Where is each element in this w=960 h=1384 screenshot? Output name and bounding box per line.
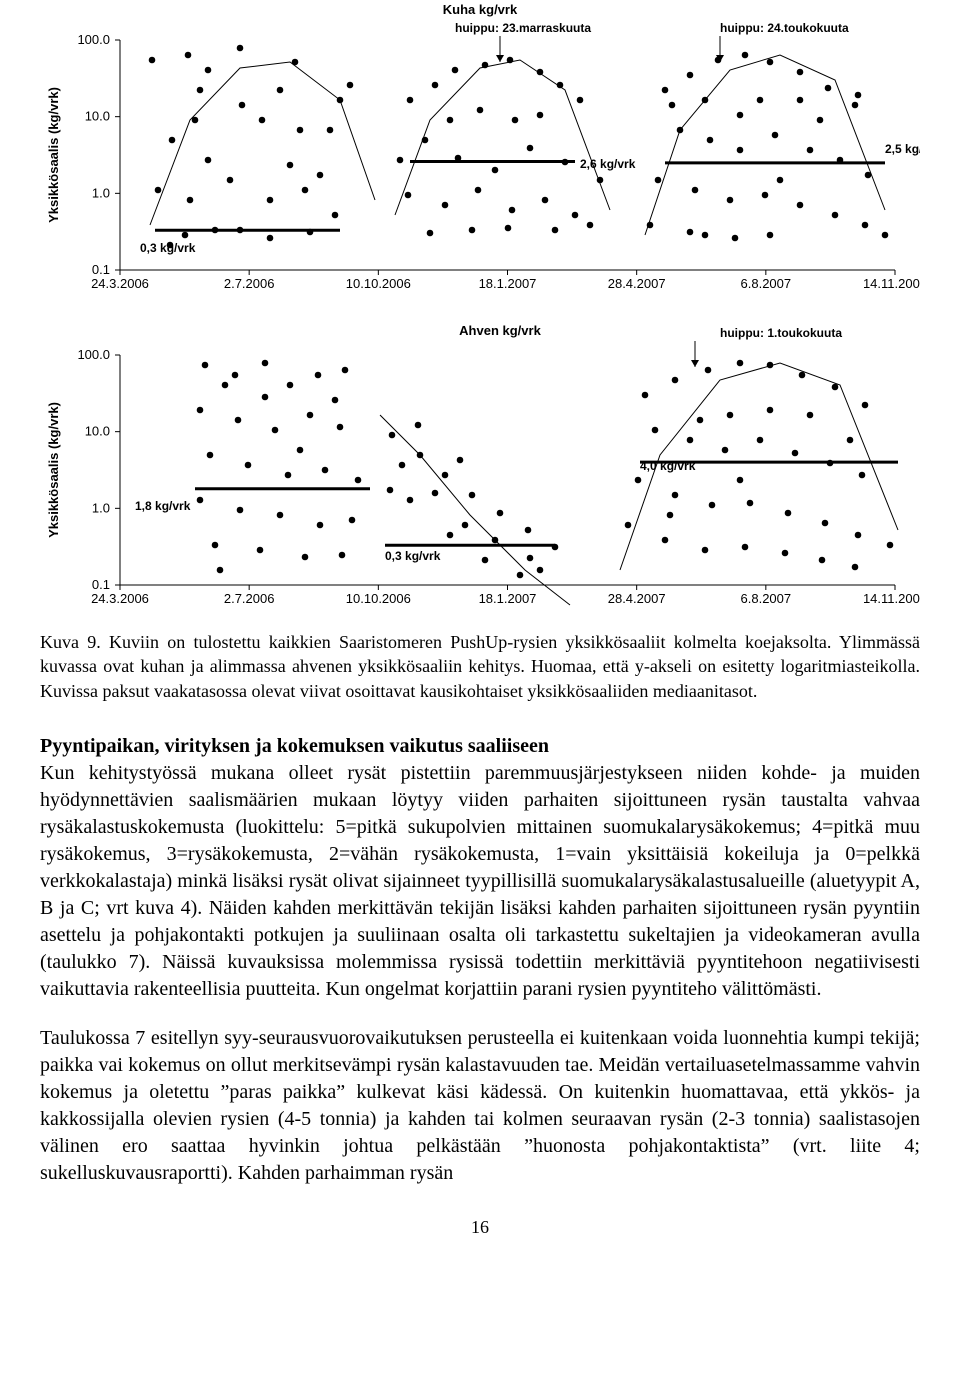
chart-ahven-svg: 0.1 1.0 10.0 100.0 24.3.2006 2.7.2006 10.10.20… bbox=[40, 315, 920, 615]
svg-text:10.0: 10.0 bbox=[85, 424, 110, 439]
svg-text:4,0 kg/vrk: 4,0 kg/vrk bbox=[640, 459, 696, 473]
section-para1-text: Kun kehitystyössä mukana olleet rysät pi… bbox=[40, 762, 920, 1000]
caption-lead: Kuva 9. bbox=[40, 632, 101, 652]
svg-text:huippu: 24.toukokuuta: huippu: 24.toukokuuta bbox=[720, 21, 849, 35]
caption-text: Kuviin on tulostettu kaikkien Saaristome… bbox=[40, 632, 920, 701]
svg-text:24.3.2006: 24.3.2006 bbox=[91, 276, 149, 291]
svg-text:0.1: 0.1 bbox=[92, 577, 110, 592]
svg-text:10.0: 10.0 bbox=[85, 109, 110, 124]
svg-text:2,5 kg/vrk: 2,5 kg/vrk bbox=[885, 142, 920, 156]
svg-text:6.8.2007: 6.8.2007 bbox=[741, 276, 792, 291]
svg-text:0,3 kg/vrk: 0,3 kg/vrk bbox=[385, 549, 441, 563]
figure-caption: Kuva 9. Kuviin on tulostettu kaikkien Sa… bbox=[40, 630, 920, 703]
page-number: 16 bbox=[40, 1217, 920, 1238]
svg-text:10.10.2006: 10.10.2006 bbox=[346, 591, 411, 606]
svg-text:Yksikkösaalis (kg/vrk): Yksikkösaalis (kg/vrk) bbox=[46, 402, 61, 538]
svg-text:28.4.2007: 28.4.2007 bbox=[608, 276, 666, 291]
svg-text:Kuha kg/vrk: Kuha kg/vrk bbox=[443, 2, 518, 17]
svg-text:1.0: 1.0 bbox=[92, 185, 110, 200]
svg-text:14.11.2007: 14.11.2007 bbox=[863, 276, 920, 291]
svg-text:28.4.2007: 28.4.2007 bbox=[608, 591, 666, 606]
chart-kuha: Kuha kg/vrk 0.1 1.0 10.0 100.0 24.3.2006 2.7.2… bbox=[40, 0, 920, 305]
svg-text:huippu: 1.toukokuuta: huippu: 1.toukokuuta bbox=[720, 326, 842, 340]
svg-text:0.1: 0.1 bbox=[92, 262, 110, 277]
svg-text:Yksikkösaalis (kg/vrk): Yksikkösaalis (kg/vrk) bbox=[46, 87, 61, 223]
section-para-2: Taulukossa 7 esitellyn syy-seurausvuorov… bbox=[40, 1025, 920, 1187]
svg-text:6.8.2007: 6.8.2007 bbox=[741, 591, 792, 606]
svg-text:1.0: 1.0 bbox=[92, 500, 110, 515]
chart-kuha-svg: Kuha kg/vrk 0.1 1.0 10.0 100.0 24.3.2006 2.7.2… bbox=[40, 0, 920, 300]
section-heading: Pyyntipaikan, virityksen ja kokemuksen v… bbox=[40, 735, 549, 757]
svg-text:2.7.2006: 2.7.2006 bbox=[224, 276, 275, 291]
svg-text:2.7.2006: 2.7.2006 bbox=[224, 591, 275, 606]
svg-text:14.11.2007: 14.11.2007 bbox=[863, 591, 920, 606]
section-para-1: Pyyntipaikan, virityksen ja kokemuksen v… bbox=[40, 733, 920, 1003]
svg-text:Ahven kg/vrk: Ahven kg/vrk bbox=[459, 323, 541, 338]
chart-ahven: 0.1 1.0 10.0 100.0 24.3.2006 2.7.2006 10.10.20… bbox=[40, 315, 920, 620]
svg-text:18.1.2007: 18.1.2007 bbox=[479, 276, 537, 291]
svg-text:10.10.2006: 10.10.2006 bbox=[346, 276, 411, 291]
svg-text:2,6 kg/vrk: 2,6 kg/vrk bbox=[580, 157, 636, 171]
svg-text:18.1.2007: 18.1.2007 bbox=[479, 591, 537, 606]
svg-text:100.0: 100.0 bbox=[77, 347, 110, 362]
svg-text:1,8 kg/vrk: 1,8 kg/vrk bbox=[135, 499, 191, 513]
svg-text:100.0: 100.0 bbox=[77, 32, 110, 47]
svg-text:24.3.2006: 24.3.2006 bbox=[91, 591, 149, 606]
svg-text:huippu: 23.marraskuuta: huippu: 23.marraskuuta bbox=[455, 21, 591, 35]
